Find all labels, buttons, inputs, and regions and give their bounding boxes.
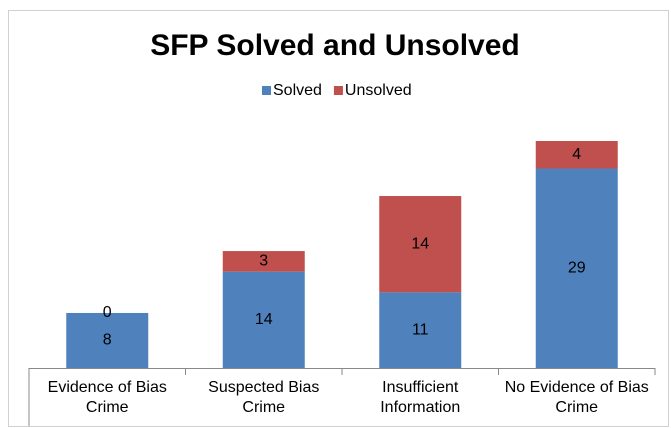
bar-segment — [535, 168, 618, 368]
x-tick-label: Insufficient Information — [380, 379, 461, 416]
chart-title: SFP Solved and Unsolved — [150, 29, 520, 62]
data-label: 11 — [412, 321, 429, 338]
legend-label: Unsolved — [345, 82, 412, 99]
bar-segment — [222, 271, 305, 368]
x-tick-label: No Evidence of Bias Crime — [504, 379, 649, 416]
bar-segment — [535, 141, 618, 169]
data-label: 29 — [568, 259, 586, 276]
bar-segment — [379, 196, 462, 293]
data-label: 14 — [255, 311, 273, 328]
data-label: 8 — [103, 332, 112, 349]
legend-swatch — [333, 86, 343, 95]
x-tick-label: Evidence of Bias Crime — [47, 379, 167, 416]
bar-segment — [66, 312, 149, 368]
bar-segment — [379, 292, 462, 368]
x-tick-label: Suspected Bias Crime — [208, 379, 320, 416]
data-label: 3 — [259, 253, 268, 270]
legend-swatch — [262, 86, 271, 95]
bar-segment — [222, 251, 305, 272]
data-label: 14 — [411, 235, 429, 252]
legend-label: Solved — [273, 82, 322, 99]
data-label: 0 — [103, 304, 112, 321]
data-label: 4 — [572, 146, 581, 163]
